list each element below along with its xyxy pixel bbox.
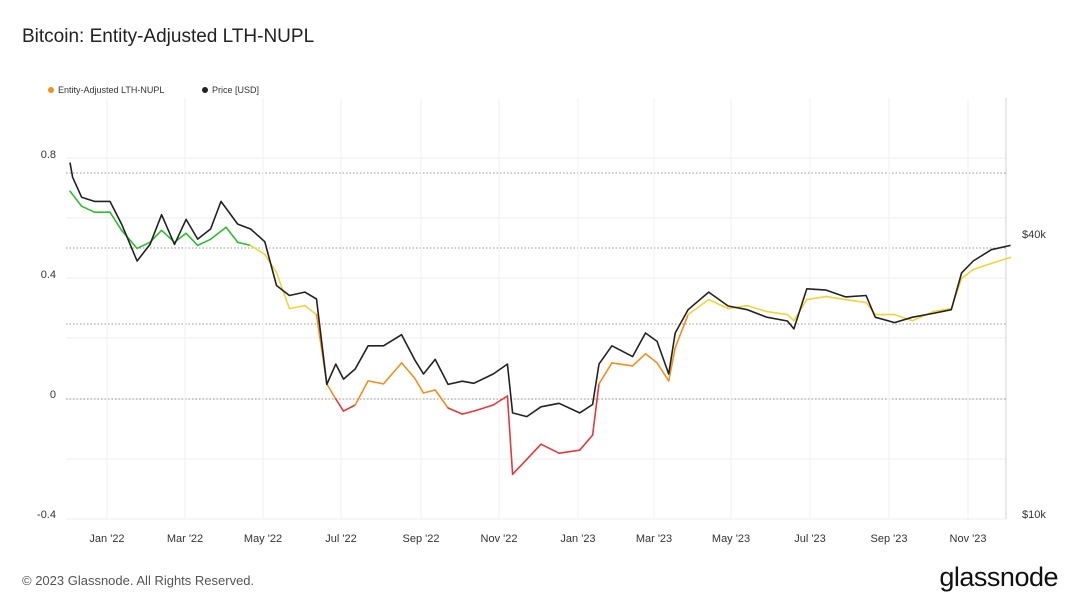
nupl-line-segment — [558, 449, 581, 455]
nupl-line-segment — [825, 295, 847, 301]
x-tick-label: Jan '23 — [560, 533, 595, 545]
nupl-line-segment — [598, 362, 613, 385]
y-left-tick-label: -0.4 — [37, 509, 56, 521]
x-tick-label: May '22 — [244, 533, 282, 545]
nupl-line-segment — [342, 404, 357, 412]
nupl-line-segment — [540, 443, 560, 455]
nupl-line-segment — [511, 458, 528, 476]
x-tick-label: Mar '22 — [167, 533, 203, 545]
y-left-tick-label: 0 — [50, 389, 56, 401]
nupl-line-segment — [893, 313, 914, 322]
nupl-line-segment — [434, 389, 449, 409]
nupl-line-segment — [69, 190, 83, 207]
legend: Entity-Adjusted LTH-NUPL Price [USD] — [48, 85, 259, 95]
nupl-line-segment — [354, 380, 369, 406]
nupl-line-segment — [400, 362, 416, 379]
nupl-line-segment — [990, 256, 1012, 265]
nupl-line-segment — [80, 205, 96, 213]
nupl-line-segment — [288, 304, 306, 310]
nupl-line-segment — [109, 211, 123, 232]
x-tick-label: Sep '23 — [871, 533, 908, 545]
nupl-line-segment — [422, 389, 437, 394]
nupl-line-segment — [447, 407, 464, 415]
nupl-line-segment — [844, 298, 867, 304]
nupl-line-segment — [506, 395, 514, 476]
brand-logo: glassnode — [939, 562, 1058, 592]
chart-title: Bitcoin: Entity-Adjusted LTH-NUPL — [22, 26, 315, 47]
nupl-line-segment — [591, 383, 600, 436]
nupl-line-segment — [249, 244, 266, 256]
nupl-line-segment — [461, 410, 475, 415]
nupl-line-segment — [525, 443, 542, 461]
x-tick-label: May '23 — [712, 533, 750, 545]
nupl-line-segment — [765, 310, 789, 316]
legend-marker — [48, 87, 54, 93]
x-tick-label: Mar '23 — [636, 533, 672, 545]
nupl-line-segment — [667, 346, 677, 382]
x-tick-label: Nov '22 — [481, 533, 518, 545]
nupl-line-segment — [805, 295, 827, 301]
nupl-line-segment — [382, 362, 403, 385]
x-tick-label: Sep '22 — [403, 533, 440, 545]
y-left-tick-label: 0.4 — [41, 269, 56, 281]
nupl-line-segment — [687, 298, 710, 316]
nupl-line-segment — [413, 377, 425, 394]
nupl-line-segment — [236, 241, 252, 247]
x-tick-label: Jul '23 — [794, 533, 825, 545]
x-tick-label: Nov '23 — [950, 533, 987, 545]
nupl-line-segment — [196, 238, 212, 247]
y-left-tick-label: 0.8 — [41, 149, 56, 161]
nupl-line-segment — [972, 262, 993, 271]
legend-label: Entity-Adjusted LTH-NUPL — [58, 85, 164, 95]
axes: 0.8 0.4 0 -0.4 $40k $10k Jan '22 Mar '22 May '22… — [37, 98, 1046, 545]
nupl-line-segment — [611, 362, 634, 367]
copyright-footer: © 2023 Glassnode. All Rights Reserved. — [22, 573, 255, 588]
nupl-line-segment — [746, 304, 768, 313]
nupl-line-segment — [932, 307, 953, 313]
series-layer — [69, 162, 1012, 476]
nupl-line-segment — [225, 226, 239, 244]
nupl-line-segment — [185, 232, 199, 247]
nupl-line-segment — [303, 304, 318, 316]
nupl-line-segment — [367, 380, 385, 385]
nupl-line-segment — [644, 352, 658, 364]
nupl-line-segment — [707, 298, 729, 310]
nupl-line-segment — [674, 313, 689, 349]
nupl-line-segment — [786, 313, 795, 322]
y-right-tick-label: $40k — [1022, 229, 1046, 241]
gridlines — [66, 98, 1006, 520]
nupl-line-segment — [334, 398, 345, 412]
y-right-tick-label: $10k — [1022, 509, 1046, 521]
x-tick-label: Jul '22 — [325, 533, 356, 545]
price-line — [69, 162, 1011, 418]
legend-marker — [202, 87, 208, 93]
nupl-line-segment — [325, 383, 337, 400]
nupl-line-segment — [960, 268, 975, 280]
legend-label: Price [USD] — [212, 85, 259, 95]
nupl-line-segment — [656, 362, 670, 382]
nupl-line-segment — [911, 310, 935, 322]
nupl-line-segment — [209, 226, 227, 241]
nupl-line-segment — [492, 395, 509, 406]
nupl-line-segment — [578, 434, 594, 452]
nupl-line-segment — [631, 352, 647, 367]
nupl-line-segment — [120, 229, 138, 250]
nupl-line-segment — [473, 404, 495, 412]
x-tick-label: Jan '22 — [89, 533, 124, 545]
nupl-line-segment — [136, 241, 151, 250]
